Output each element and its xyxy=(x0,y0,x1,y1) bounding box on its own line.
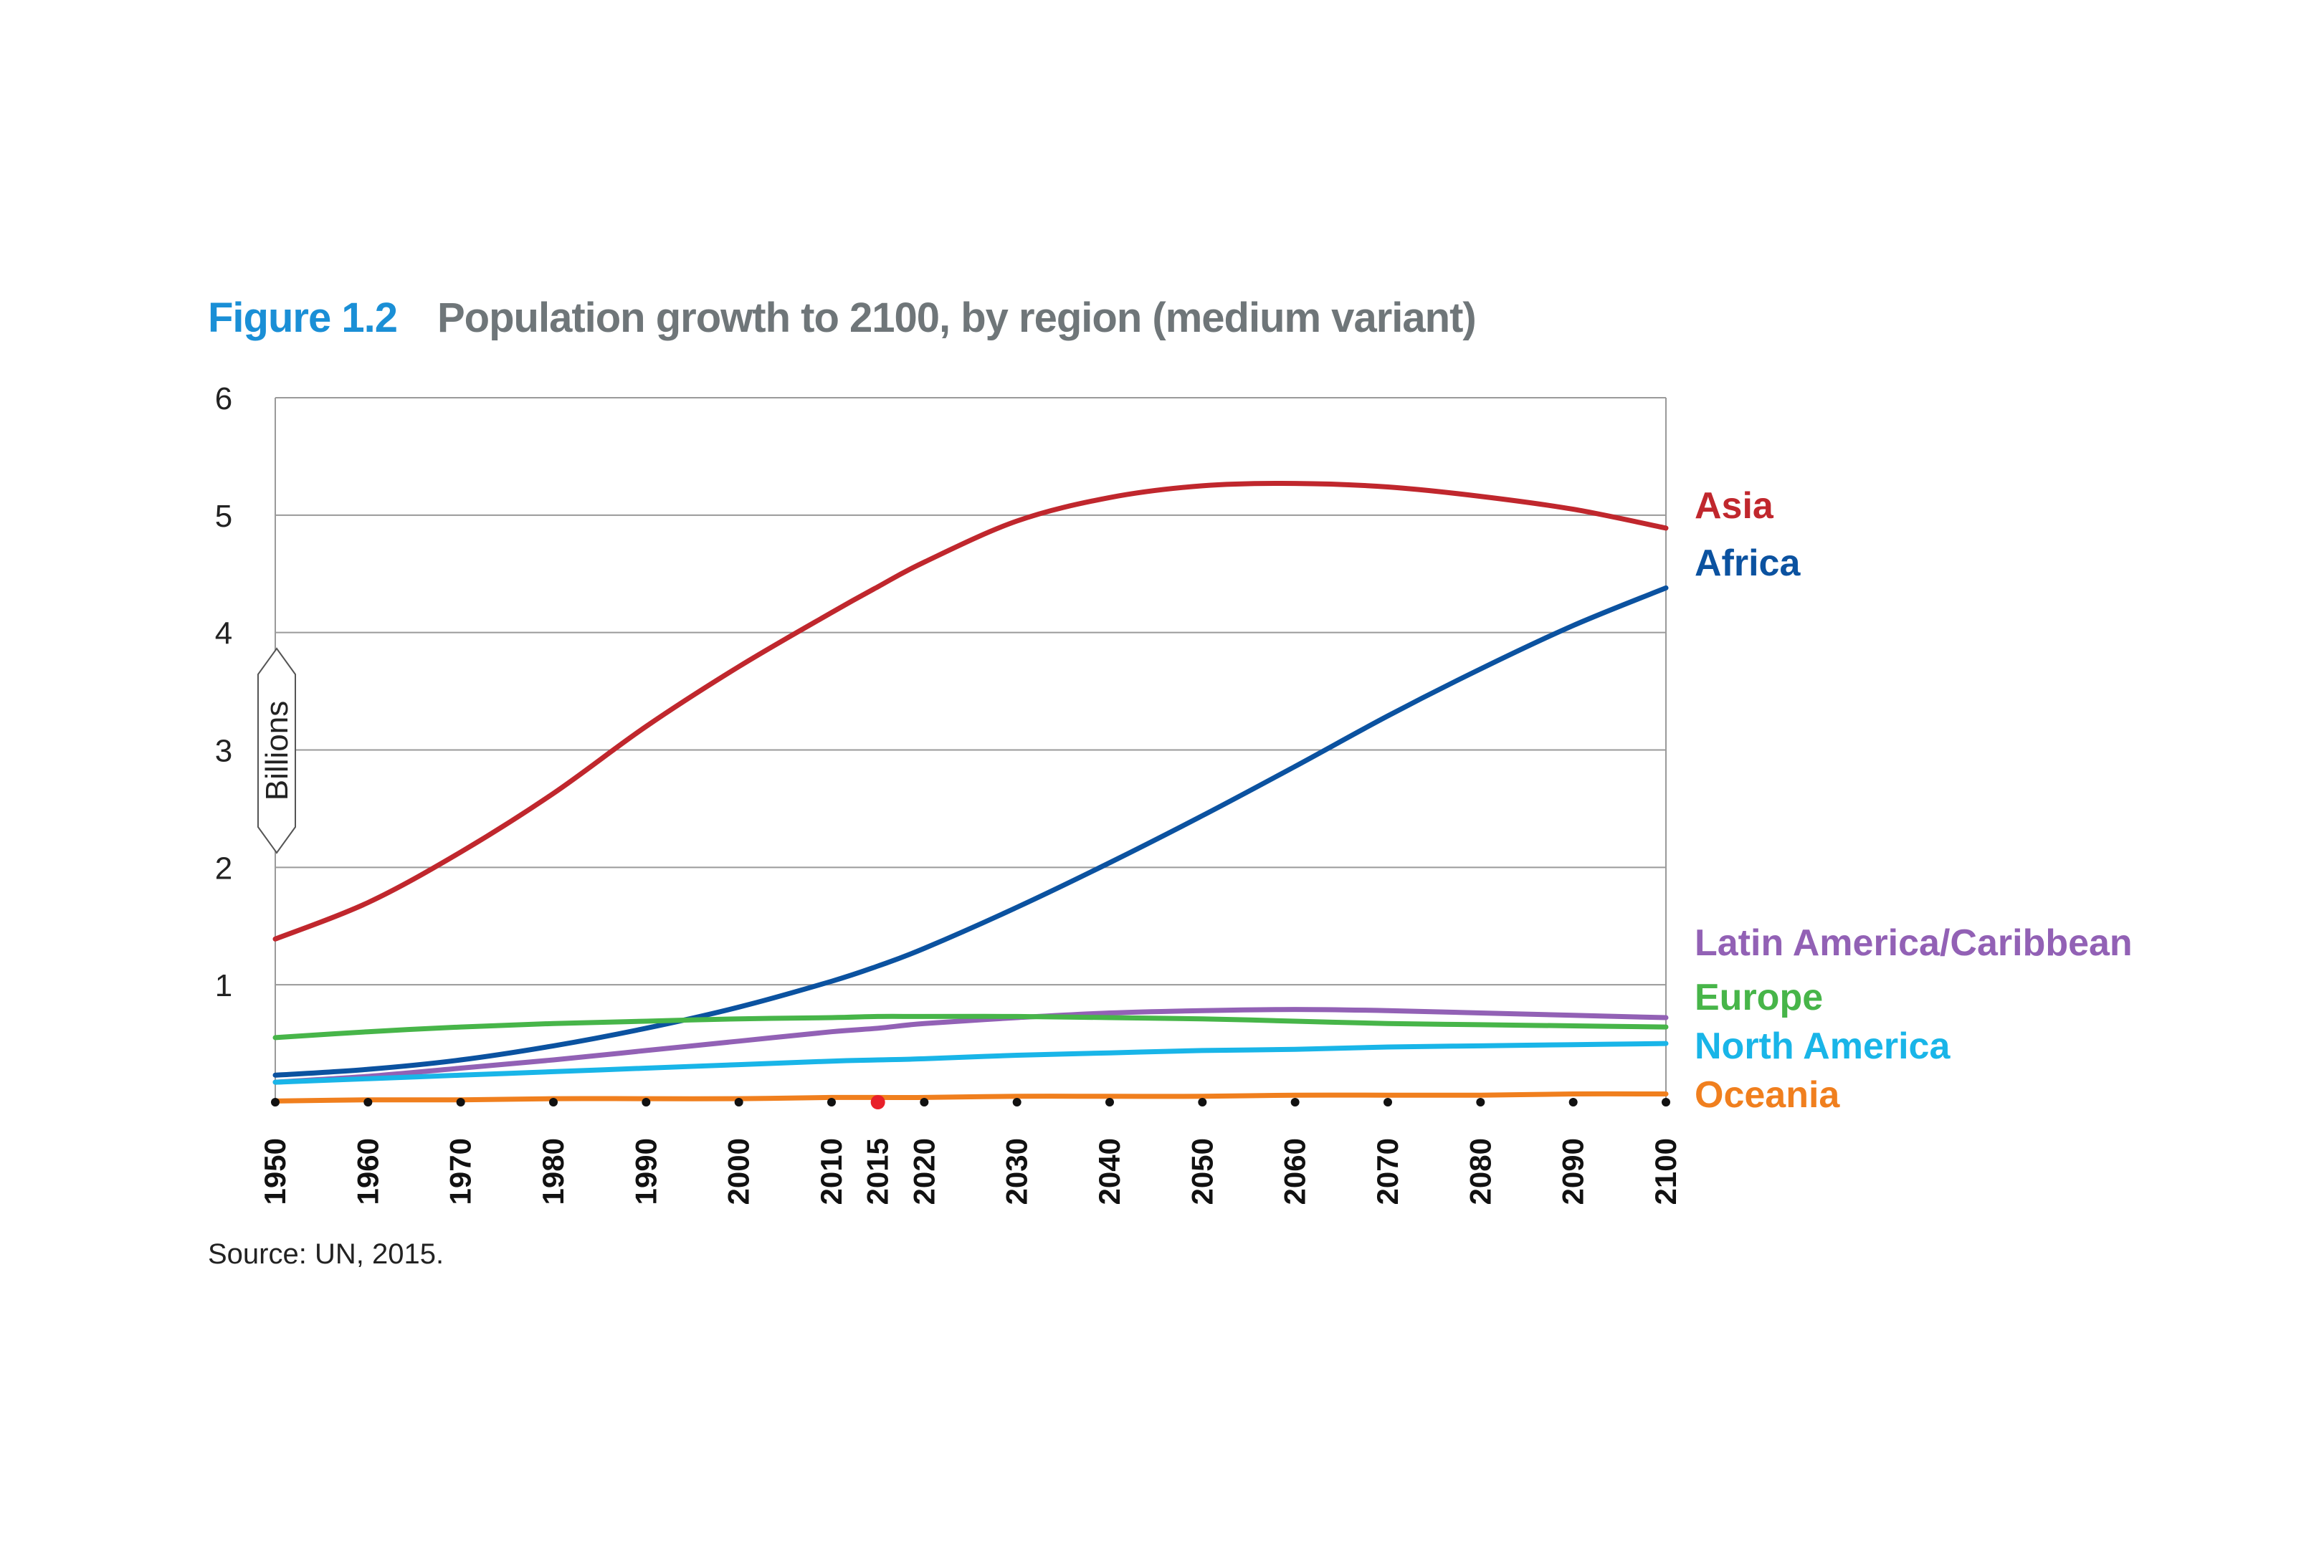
x-tick-label: 1960 xyxy=(351,1138,384,1205)
x-tick-marker xyxy=(1384,1098,1392,1106)
x-tick-marker xyxy=(1290,1098,1300,1106)
legend-label-africa: Africa xyxy=(1695,542,1801,584)
x-tick-marker xyxy=(1476,1098,1485,1106)
x-tick-label: 2010 xyxy=(814,1138,848,1205)
series-line-oceania xyxy=(272,1091,1669,1104)
series-line-africa xyxy=(272,585,1669,1078)
x-tick-label: 2080 xyxy=(1463,1138,1497,1205)
y-tick-label: 4 xyxy=(215,616,232,651)
x-tick-marker xyxy=(734,1098,743,1106)
x-tick-marker xyxy=(1198,1098,1207,1106)
x-tick-marker xyxy=(1012,1098,1021,1106)
x-tick-label: 2015 xyxy=(861,1138,895,1205)
legend-label-asia: Asia xyxy=(1695,485,1774,527)
x-tick-marker xyxy=(1568,1098,1578,1106)
series-line-asia xyxy=(272,481,1669,942)
x-tick-label: 1990 xyxy=(629,1138,662,1205)
x-tick-marker xyxy=(920,1098,929,1106)
y-tick-label: 1 xyxy=(215,968,232,1003)
x-tick-marker-highlight xyxy=(870,1095,885,1109)
x-tick-label: 1970 xyxy=(444,1138,477,1205)
x-tick-label: 2040 xyxy=(1092,1138,1126,1205)
y-tick-label: 3 xyxy=(215,734,232,769)
legend-label-north-america: North America xyxy=(1695,1026,1951,1067)
x-tick-label: 2000 xyxy=(722,1138,756,1205)
x-tick-label: 2030 xyxy=(1000,1138,1034,1205)
y-tick-label: 2 xyxy=(215,851,232,886)
x-tick-marker xyxy=(363,1098,373,1106)
figure-number: Figure 1.2 xyxy=(208,295,398,341)
x-tick-label: 2060 xyxy=(1278,1138,1312,1205)
x-tick-marker xyxy=(827,1098,836,1106)
x-tick-marker xyxy=(549,1098,558,1106)
x-tick-label: 2090 xyxy=(1556,1138,1590,1205)
x-tick-label: 1980 xyxy=(536,1138,570,1205)
series-line-latin-america-caribbean xyxy=(272,1007,1669,1085)
figure-title: Population growth to 2100, by region (me… xyxy=(437,295,1477,341)
x-tick-marker xyxy=(456,1098,465,1106)
y-axis-label-arrow xyxy=(257,647,296,854)
source-note: Source: UN, 2015. xyxy=(208,1238,444,1270)
legend-label-latin-america-caribbean: Latin America/Caribbean xyxy=(1695,922,2133,964)
series-line-north-america xyxy=(272,1041,1669,1085)
x-tick-label: 2070 xyxy=(1371,1138,1404,1205)
y-tick-label: 6 xyxy=(215,381,232,416)
x-tick-marker xyxy=(642,1098,651,1106)
x-tick-marker xyxy=(1105,1098,1114,1106)
x-tick-label: 1950 xyxy=(258,1138,292,1205)
x-tick-label: 2100 xyxy=(1649,1138,1682,1205)
x-tick-marker xyxy=(271,1098,280,1106)
y-axis-label: Billions xyxy=(259,701,295,800)
series-line-europe xyxy=(272,1013,1669,1041)
y-tick-label: 5 xyxy=(215,499,232,534)
legend-label-oceania: Oceania xyxy=(1695,1074,1840,1116)
figure-header: Figure 1.2 Population growth to 2100, by … xyxy=(208,294,1477,342)
legend-label-europe: Europe xyxy=(1695,977,1823,1018)
x-tick-label: 2020 xyxy=(907,1138,940,1205)
x-tick-marker xyxy=(1662,1098,1670,1106)
x-tick-label: 2050 xyxy=(1185,1138,1219,1205)
